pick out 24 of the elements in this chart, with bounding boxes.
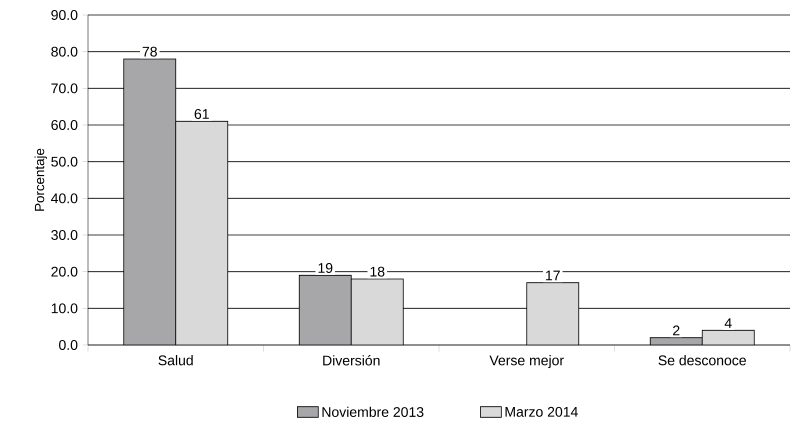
legend-label: Noviembre 2013 [322,406,424,417]
y-tick-label: 80.0 [51,46,78,57]
y-tick-label: 90.0 [51,10,78,20]
x-tick-label: Verse mejor [489,355,564,368]
data-label: 61 [194,109,209,119]
y-tick-label: 0.0 [59,340,78,350]
y-tick-label: 10.0 [52,303,78,314]
y-tick-label: 50.0 [51,156,78,167]
data-label: 19 [318,263,332,273]
y-tick-label: 60.0 [51,120,78,130]
legend-label: Marzo 2014 [506,406,578,417]
y-tick-label: 20.0 [51,266,78,277]
data-label: 18 [370,266,384,277]
x-tick-label: Se desconoce [658,355,746,366]
y-tick-label: 70.0 [51,83,78,94]
data-label: 2 [673,326,680,336]
y-tick-label: 30.0 [51,230,78,240]
x-tick-label: Diversión [323,355,380,366]
y-tick-label: 40.0 [51,193,78,204]
x-tick-label: Salud [158,355,193,366]
data-label: 4 [724,318,732,328]
data-label: 78 [142,46,157,57]
y-axis-title: Porcentaje [34,148,47,211]
data-label: 17 [546,270,560,280]
